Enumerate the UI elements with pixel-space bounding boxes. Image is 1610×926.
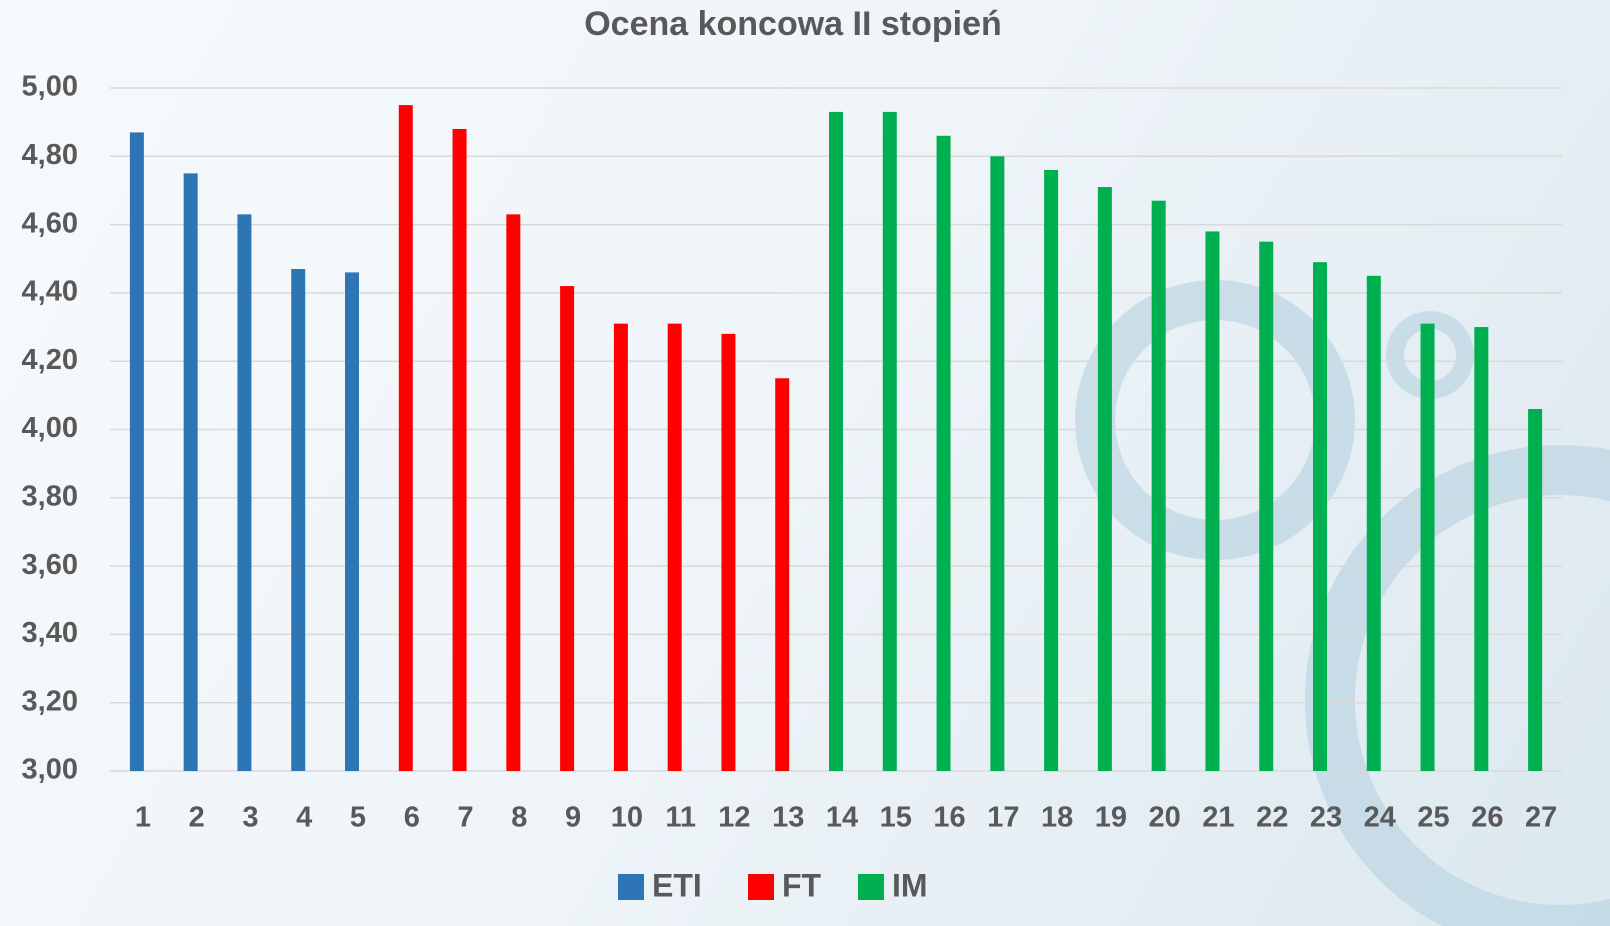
bar: [1366, 275, 1381, 771]
bar: [1097, 187, 1112, 771]
x-tick-label: 8: [511, 802, 527, 834]
bar: [1528, 409, 1543, 771]
bar: [1259, 241, 1274, 772]
x-tick-label: 11: [665, 802, 696, 834]
bar: [882, 111, 897, 771]
y-tick-label: 4,20: [22, 344, 78, 376]
chart-title: Ocena koncowa II stopień: [584, 5, 1002, 43]
x-tick-label: 6: [404, 802, 420, 834]
y-tick-label: 4,00: [22, 412, 78, 444]
y-tick-label: 4,80: [22, 139, 78, 171]
bar: [613, 323, 628, 771]
y-tick-label: 4,40: [22, 276, 78, 308]
x-tick-label: 18: [1041, 802, 1073, 834]
x-tick-label: 27: [1525, 802, 1557, 834]
bar: [1474, 327, 1489, 771]
bar: [1044, 169, 1059, 771]
x-tick-label: 15: [880, 802, 912, 834]
legend-swatch: [858, 874, 884, 900]
x-tick-label: 3: [242, 802, 258, 834]
x-tick-label: 14: [826, 802, 858, 834]
x-tick-label: 17: [987, 802, 1019, 834]
bar: [291, 268, 306, 771]
bar: [829, 111, 843, 771]
x-tick-label: 20: [1149, 802, 1181, 834]
x-tick-label: 22: [1256, 802, 1288, 834]
bar: [1313, 262, 1327, 771]
x-tick-label: 16: [933, 802, 965, 834]
x-tick-label: 21: [1202, 802, 1234, 834]
x-tick-label: 2: [189, 802, 205, 834]
bar: [1420, 323, 1435, 771]
bar: [1205, 231, 1220, 771]
y-tick-label: 5,00: [22, 71, 78, 103]
bar: [398, 105, 413, 771]
bar: [936, 135, 951, 771]
x-tick-label: 7: [457, 802, 473, 834]
bar: [775, 378, 790, 771]
x-tick-label: 26: [1471, 802, 1503, 834]
x-tick-label: 19: [1095, 802, 1127, 834]
x-tick-label: 10: [611, 802, 643, 834]
legend-label: ETI: [652, 867, 702, 903]
bar: [237, 214, 252, 772]
bar: [452, 128, 467, 772]
bar: [721, 333, 736, 771]
legend-label: FT: [782, 867, 822, 903]
bar: [506, 214, 521, 772]
y-tick-label: 3,40: [22, 617, 78, 649]
bar: [1151, 200, 1166, 771]
x-tick-label: 5: [350, 802, 366, 834]
x-tick-label: 9: [565, 802, 581, 834]
x-tick-label: 12: [718, 802, 750, 834]
x-tick-label: 4: [296, 802, 312, 834]
y-tick-label: 3,80: [22, 480, 78, 512]
x-tick-label: 25: [1417, 802, 1449, 834]
x-tick-label: 24: [1364, 802, 1396, 834]
bar: [990, 156, 1005, 772]
legend-swatch: [748, 874, 774, 900]
y-tick-label: 3,60: [22, 549, 78, 581]
bar: [345, 272, 359, 771]
x-tick-label: 23: [1310, 802, 1342, 834]
y-tick-label: 4,60: [22, 207, 78, 239]
bar: [129, 132, 144, 771]
y-tick-label: 3,20: [22, 685, 78, 717]
bar: [667, 323, 682, 771]
y-tick-label: 3,00: [22, 754, 78, 786]
legend-swatch: [618, 874, 644, 900]
legend-label: IM: [892, 867, 928, 903]
x-tick-label: 13: [772, 802, 804, 834]
x-tick-label: 1: [135, 802, 151, 834]
bar: [183, 173, 198, 771]
bar: [560, 286, 575, 771]
